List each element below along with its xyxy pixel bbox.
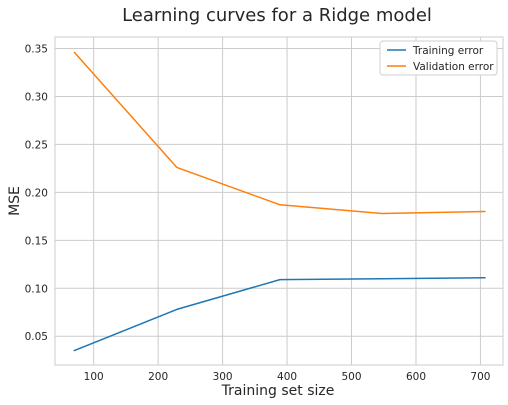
plot-background [54,36,504,366]
y-tick-label: 0.15 [25,235,48,247]
series-line-validation-error [73,51,486,215]
y-axis-label: MSE [7,186,23,216]
legend-label: Training error [412,45,484,57]
x-tick-label: 100 [84,371,104,383]
y-tick-label: 0.05 [25,331,48,343]
series-line-training-error [73,276,486,352]
legend: Training error Validation error [379,40,498,76]
legend-box [379,40,498,76]
x-tick-label: 600 [406,371,426,383]
plot-area [54,36,504,366]
y-tick-label: 0.10 [25,283,48,295]
x-tick-label: 700 [470,371,490,383]
x-tick-label: 400 [277,371,297,383]
x-axis-label: Training set size [221,383,335,399]
x-tick-label: 300 [213,371,233,383]
x-tick-labels: 100 200 300 400 500 600 700 [84,371,491,383]
y-tick-label: 0.20 [25,187,48,199]
legend-label: Validation error [413,61,494,73]
y-tick-label: 0.35 [25,44,48,56]
chart-title: Learning curves for a Ridge model [122,5,432,26]
series-lines [73,51,486,352]
y-tick-label: 0.30 [25,91,48,103]
x-tick-label: 500 [341,371,361,383]
x-tick-label: 200 [148,371,168,383]
y-tick-label: 0.25 [25,139,48,151]
y-tick-labels: 0.05 0.10 0.15 0.20 0.25 0.30 0.35 [25,44,48,344]
